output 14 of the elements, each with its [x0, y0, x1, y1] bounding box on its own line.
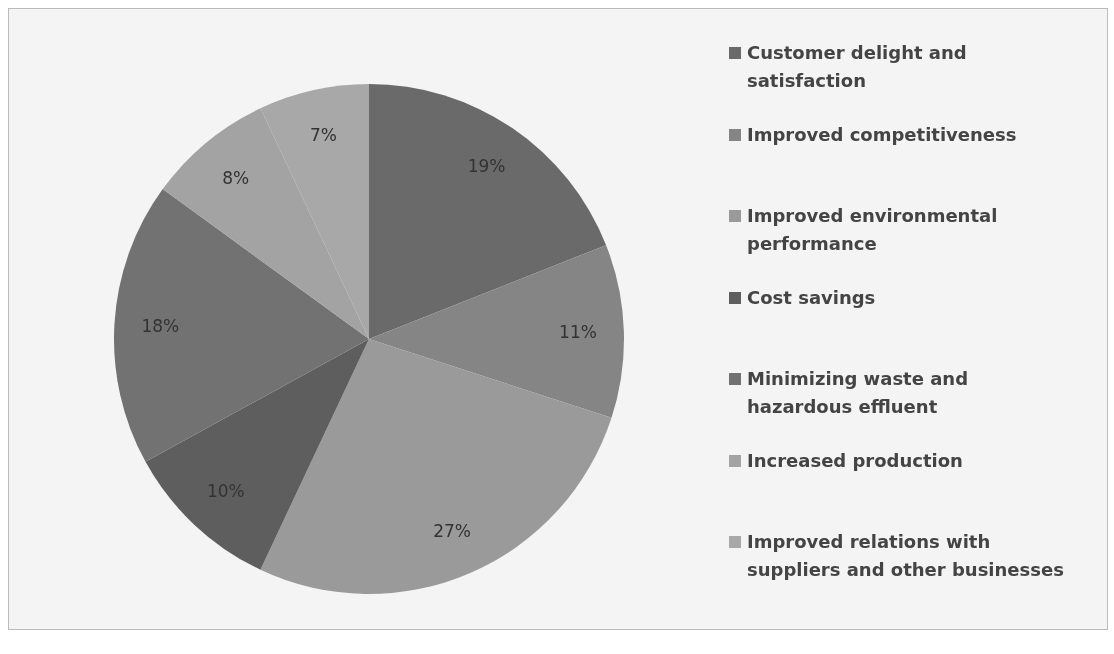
- data-label: 18%: [141, 315, 180, 336]
- legend-label: Minimizing waste and hazardous effluent: [747, 367, 970, 419]
- legend-label: Improved competitiveness: [747, 122, 1017, 147]
- legend-label: Increased production: [747, 448, 963, 473]
- legend-label: Customer delight and satisfaction: [747, 41, 968, 93]
- legend-label: Cost savings: [747, 285, 876, 310]
- data-label: 7%: [309, 124, 337, 145]
- data-label: 27%: [433, 520, 471, 541]
- legend-label: Improved environmental performance: [747, 204, 999, 256]
- legend-label: Improved relations with suppliers and other businesses: [747, 530, 1065, 582]
- data-label: 8%: [222, 167, 250, 188]
- data-label: 11%: [559, 322, 597, 343]
- pie-slice: [369, 245, 624, 418]
- pie-slice: [145, 339, 369, 570]
